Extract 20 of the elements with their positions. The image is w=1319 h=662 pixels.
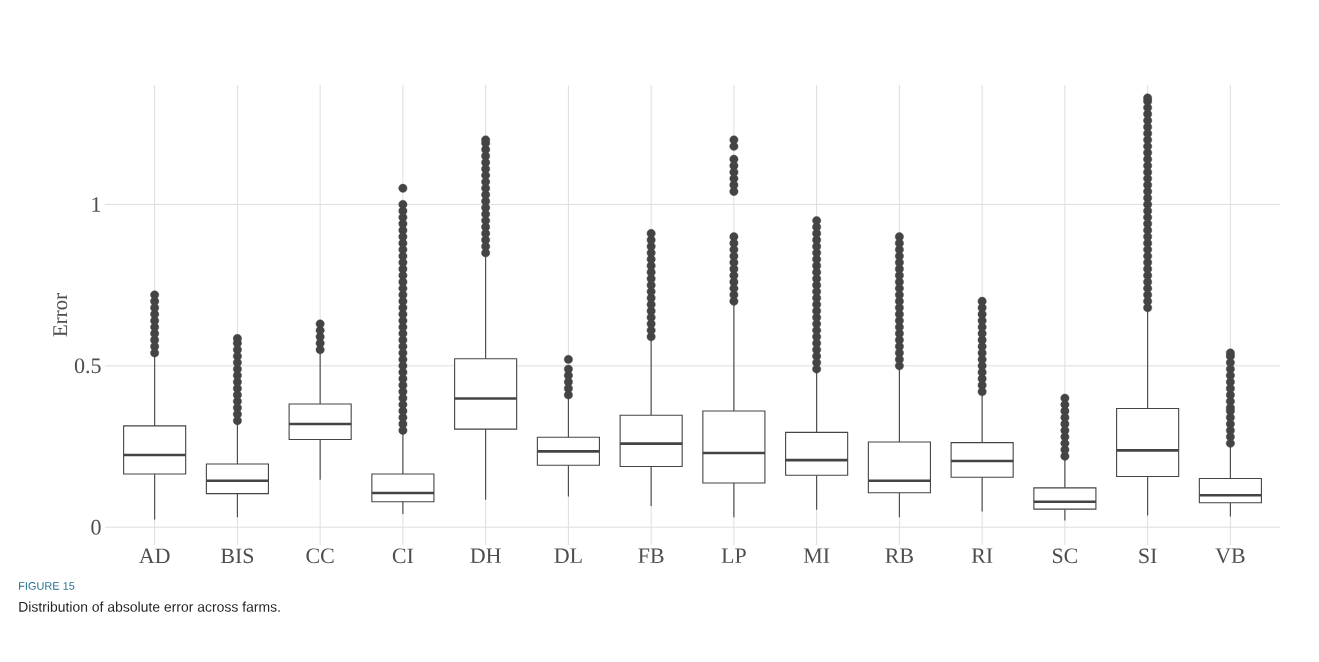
y-tick-label: 1 [92, 197, 101, 212]
x-tick-label: FB [638, 548, 664, 563]
x-tick-label: SI [1139, 548, 1157, 564]
x-tick-label: RB [885, 548, 913, 563]
x-tick-label: SC [1052, 548, 1078, 564]
y-tick-label: 0 [91, 519, 101, 535]
caption: FIGURE 15 [19, 582, 75, 590]
y-tick-label: 0.5 [74, 358, 101, 374]
x-tick-label: VB [1215, 548, 1245, 564]
x-tick-label: DH [470, 548, 501, 563]
x-tick-label: RI [971, 548, 993, 563]
x-tick-label: DL [554, 548, 582, 563]
x-tick-label: MI [803, 548, 830, 563]
x-tick-label: LP [721, 548, 746, 563]
x-tick-label: BIS [220, 548, 254, 564]
text: Distribution of absolute error across farms. [19, 601, 280, 612]
x-tick-label: CC [306, 548, 334, 564]
y-axis-title: Error [53, 293, 68, 337]
x-tick-label: CI [392, 548, 414, 564]
x-tick-label: AD [139, 548, 170, 564]
